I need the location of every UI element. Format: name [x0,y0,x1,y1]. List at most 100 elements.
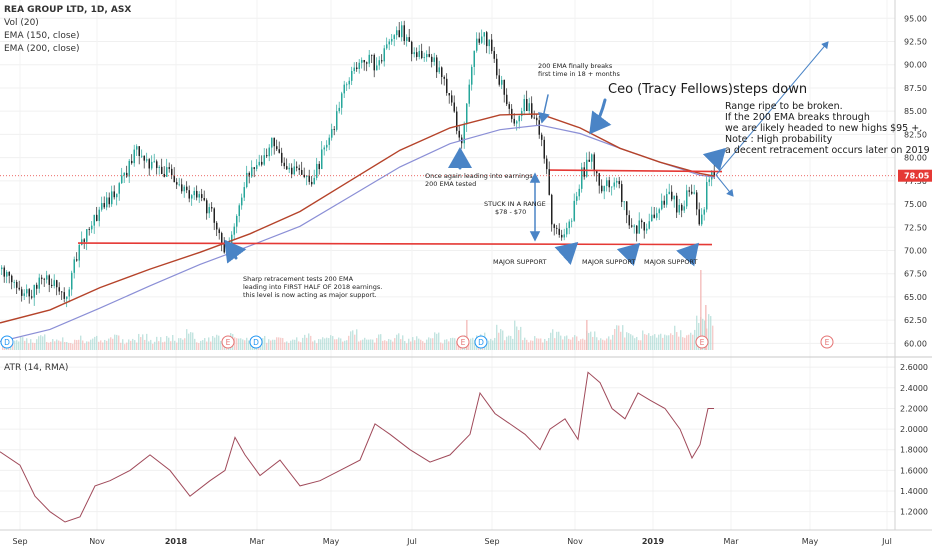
candle-body [573,200,575,221]
candle-body [101,203,103,210]
earnings-marker[interactable]: E [695,335,709,349]
last-price-label: 78.05 [904,172,930,181]
volume-bar [186,329,188,350]
volume-bar [656,337,658,350]
candle-body [293,166,295,175]
volume-bar [442,343,444,350]
candle-body [643,222,645,231]
legend-symbol[interactable]: REA GROUP LTD, 1D, ASX [4,5,131,15]
candle-body [83,239,85,242]
candle-body [478,38,480,43]
volume-bar [692,334,694,350]
volume-bar [416,336,418,350]
candle-body [611,186,613,188]
price-tick-label: 72.50 [904,223,927,232]
range-arrows[interactable] [529,172,541,242]
volume-bar [338,337,340,350]
candle-body [51,284,53,286]
volume-bar [594,331,596,350]
legend-ema200[interactable]: EMA (200, close) [4,44,80,54]
candle-body [691,191,693,194]
volume-bar [362,339,364,350]
annotation-texts[interactable]: Sharp retracement tests 200 EMA leading … [243,62,930,299]
volume-bar [570,339,572,350]
volume-bar [398,333,400,350]
candle-body [703,209,705,215]
volume-bar [202,340,204,350]
candle-body [31,296,33,298]
dividend-marker[interactable]: D [0,335,14,349]
volume-bar [708,314,710,350]
volume-bar [262,338,264,350]
volume-bar [120,342,122,350]
volume-bar [670,333,672,350]
volume-bar [66,341,68,350]
volume-bar [38,336,40,350]
volume-bar [214,337,216,350]
candle-body [673,195,675,200]
note-range-ripe-5: a decent retracement occurs later on 201… [725,145,930,156]
volume-bar [614,328,616,350]
candle-body [508,104,510,109]
candle-body [96,214,98,221]
candle-body [26,289,28,294]
volume-bar [238,338,240,350]
legend-volume[interactable]: Vol (20) [4,18,39,28]
earnings-marker[interactable]: E [221,335,235,349]
arrow-support-3 [676,242,699,267]
candle-body [398,30,400,38]
candle-body [511,108,513,119]
candle-body [578,188,580,197]
volume-bar [32,342,34,350]
major-support-line[interactable] [77,242,713,246]
volume-bar [576,336,578,350]
projection-arrows[interactable] [715,41,829,197]
candle-body [16,281,18,288]
candle-body [413,52,415,55]
time-tick-label: Mar [723,537,739,546]
range-resistance-line[interactable] [549,169,723,173]
price-tick-label: 67.50 [904,270,927,279]
arrow-range-top [702,147,727,172]
candle-body [111,191,113,205]
candle-body [201,194,203,198]
volume-bar [168,337,170,350]
volume-bar [104,339,106,350]
candle-body [641,220,643,223]
volume-bar [330,335,332,350]
time-tick-label: Mar [249,537,265,546]
candle-body [126,172,128,177]
volume-bar [280,337,282,350]
candle-body [468,84,470,104]
volume-bar [210,341,212,350]
earnings-marker[interactable]: E [820,335,834,349]
candle-body [431,56,433,62]
candle-body [523,99,525,112]
volume-bar [80,335,82,350]
candle-body [73,259,75,273]
atr-legend[interactable]: ATR (14, RMA) [4,363,68,373]
dividend-marker[interactable]: D [249,335,263,349]
candle-body [93,214,95,226]
candle-body [671,191,673,200]
legend-ema150[interactable]: EMA (150, close) [4,31,80,41]
volume-bar [428,337,430,350]
candle-body [433,57,435,62]
candle-body [133,149,135,164]
note-ema-break-2: first time in 18 + months [538,70,620,78]
volume-spike [466,320,468,350]
dividend-marker[interactable]: D [474,335,488,349]
candle-body [116,193,118,198]
candle-body [688,190,690,192]
earnings-marker[interactable]: E [456,335,470,349]
candle-body [368,54,370,64]
annotation-arrows[interactable] [224,94,727,267]
volume-bar [568,338,570,350]
candle-body [646,228,648,231]
volume-bar [134,340,136,350]
volume-bar [596,337,598,350]
price-tick-label: 62.50 [904,316,927,325]
event-marker-label: D [478,338,484,347]
volume-bar [536,338,538,350]
